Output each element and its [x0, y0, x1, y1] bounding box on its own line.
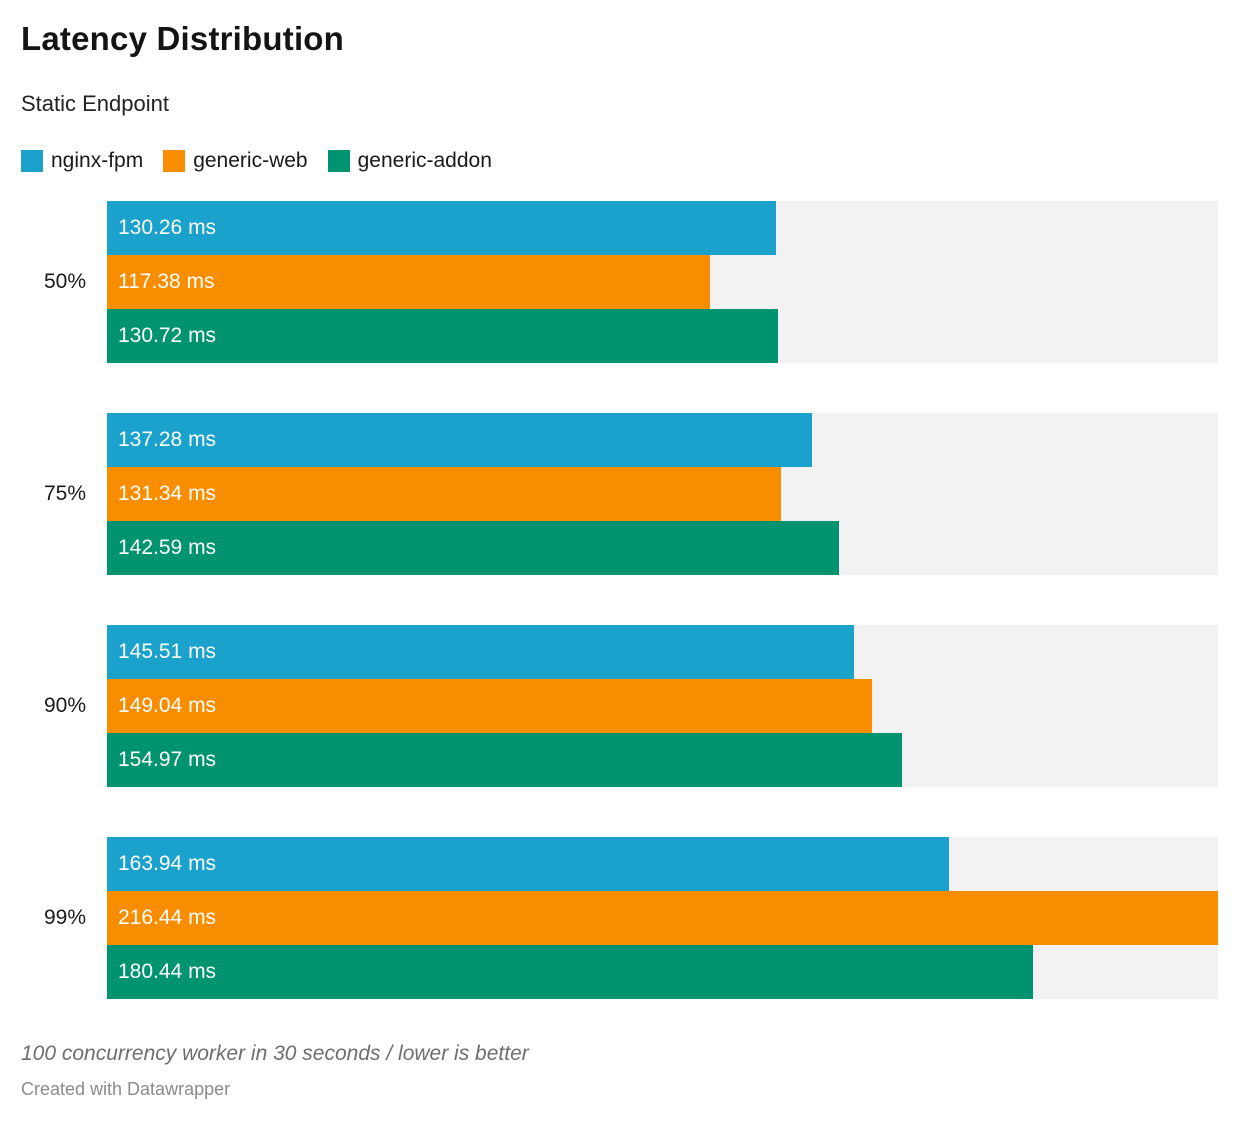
legend-item-generic-web: generic-web: [163, 148, 308, 174]
bar-value-label: 130.26 ms: [118, 216, 217, 240]
category-label: 50%: [43, 270, 86, 294]
legend-item-generic-addon: generic-addon: [327, 148, 492, 174]
bar-generic-web: 216.44 ms: [107, 891, 1218, 946]
bar-group-rows: 130.26 ms 117.38 ms 130.72 ms: [107, 201, 1218, 364]
legend-label: generic-web: [193, 149, 308, 173]
bar-track: 131.34 ms: [107, 467, 1218, 522]
bar-generic-web: 149.04 ms: [107, 679, 873, 734]
bar-track: 145.51 ms: [107, 625, 1218, 680]
bar-track: 163.94 ms: [107, 837, 1218, 892]
bar-group-rows: 145.51 ms 149.04 ms 154.97 ms: [107, 625, 1218, 788]
legend-swatch-icon: [327, 150, 350, 173]
bar-plot: 50% 130.26 ms 117.38 ms 130.72 ms 75% 137.28 …: [21, 201, 1218, 1000]
bar-value-label: 149.04 ms: [118, 694, 217, 718]
legend-item-nginx-fpm: nginx-fpm: [21, 148, 143, 174]
bar-group-rows: 137.28 ms 131.34 ms 142.59 ms: [107, 413, 1218, 576]
bar-value-label: 163.94 ms: [118, 852, 217, 876]
bar-track: 149.04 ms: [107, 679, 1218, 734]
chart-note: 100 concurrency worker in 30 seconds / l…: [21, 1042, 529, 1066]
bar-value-label: 142.59 ms: [118, 536, 217, 560]
bar-generic-web: 117.38 ms: [107, 255, 710, 310]
bar-generic-addon: 142.59 ms: [107, 521, 839, 576]
legend-label: nginx-fpm: [51, 149, 144, 173]
legend-swatch-icon: [163, 150, 186, 173]
bar-track: 216.44 ms: [107, 891, 1218, 946]
datawrapper-attribution: Created with Datawrapper: [21, 1079, 231, 1100]
bar-nginx-fpm: 130.26 ms: [107, 201, 776, 256]
bar-track: 130.26 ms: [107, 201, 1218, 256]
bar-group: 99% 163.94 ms 216.44 ms 180.44 ms: [21, 837, 1218, 1000]
bar-value-label: 137.28 ms: [118, 428, 217, 452]
bar-generic-addon: 180.44 ms: [107, 945, 1034, 1000]
bar-value-label: 131.34 ms: [118, 482, 217, 506]
bar-value-label: 216.44 ms: [118, 906, 217, 930]
category-label: 75%: [43, 482, 86, 506]
bar-group: 90% 145.51 ms 149.04 ms 154.97 ms: [21, 625, 1218, 788]
bar-nginx-fpm: 145.51 ms: [107, 625, 854, 680]
bar-generic-addon: 130.72 ms: [107, 309, 778, 364]
bar-group-rows: 163.94 ms 216.44 ms 180.44 ms: [107, 837, 1218, 1000]
bar-generic-web: 131.34 ms: [107, 467, 782, 522]
legend: nginx-fpm generic-web generic-addon: [21, 148, 1218, 174]
bar-nginx-fpm: 137.28 ms: [107, 413, 812, 468]
bar-track: 180.44 ms: [107, 945, 1218, 1000]
bar-generic-addon: 154.97 ms: [107, 733, 903, 788]
bar-track: 117.38 ms: [107, 255, 1218, 310]
chart-subtitle: Static Endpoint: [21, 90, 169, 116]
bar-group: 50% 130.26 ms 117.38 ms 130.72 ms: [21, 201, 1218, 364]
bar-value-label: 145.51 ms: [118, 640, 217, 664]
bar-group: 75% 137.28 ms 131.34 ms 142.59 ms: [21, 413, 1218, 576]
chart-title: Latency Distribution: [21, 20, 345, 57]
category-label: 99%: [43, 906, 86, 930]
bar-value-label: 154.97 ms: [118, 748, 217, 772]
bar-track: 154.97 ms: [107, 733, 1218, 788]
legend-label: generic-addon: [357, 149, 492, 173]
bar-value-label: 117.38 ms: [118, 270, 215, 294]
bar-track: 137.28 ms: [107, 413, 1218, 468]
category-label: 90%: [43, 694, 86, 718]
bar-value-label: 180.44 ms: [118, 960, 217, 984]
bar-track: 130.72 ms: [107, 309, 1218, 364]
bar-value-label: 130.72 ms: [118, 324, 217, 348]
bar-nginx-fpm: 163.94 ms: [107, 837, 949, 892]
legend-swatch-icon: [21, 150, 43, 173]
bar-track: 142.59 ms: [107, 521, 1218, 576]
